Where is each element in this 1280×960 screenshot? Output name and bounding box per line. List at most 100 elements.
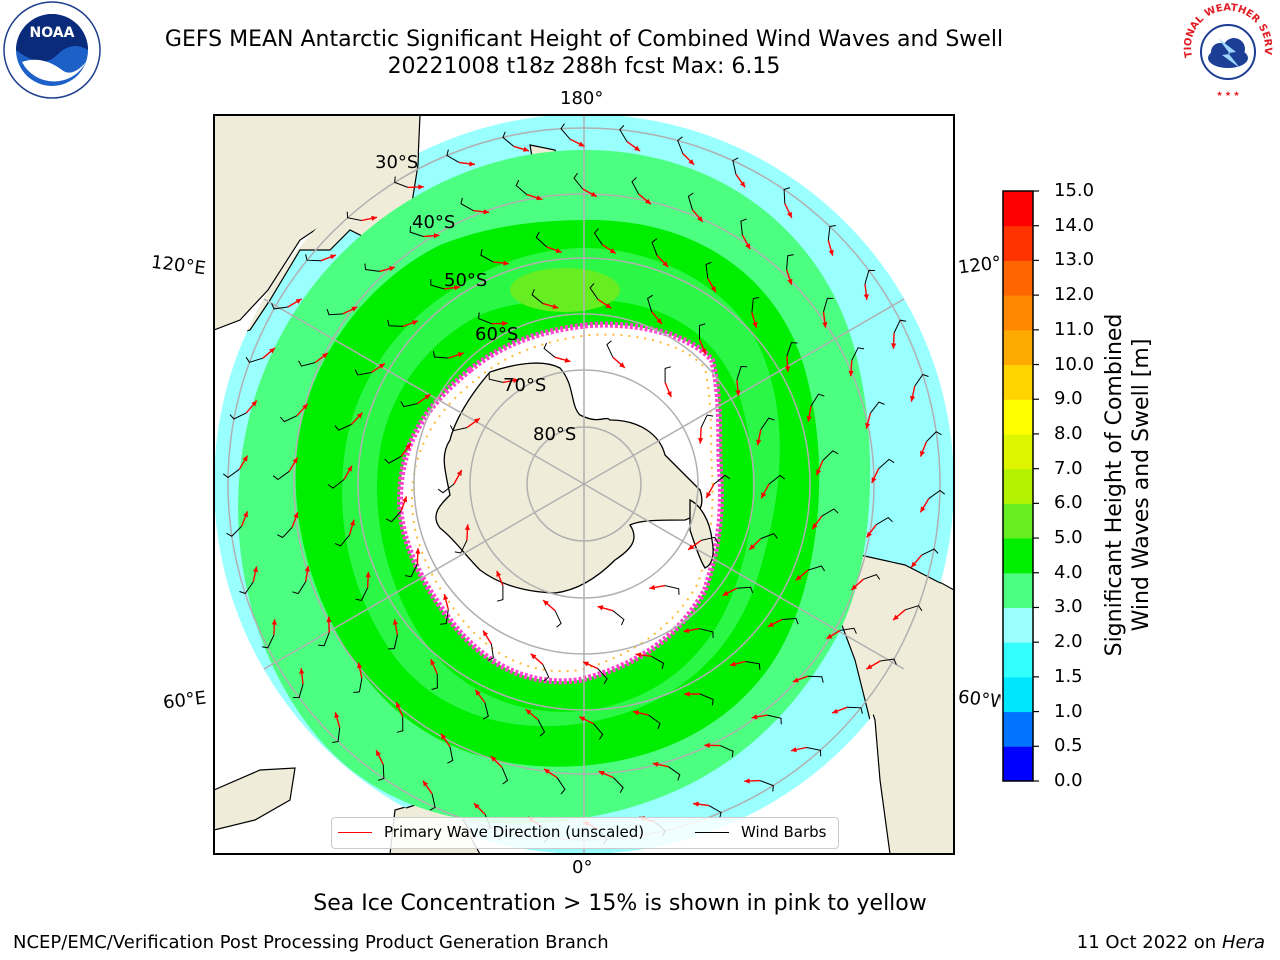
wave-arrow-head: [347, 465, 352, 472]
legend-wind-barbs: Wind Barbs: [695, 823, 826, 841]
wind-barb: [409, 226, 424, 237]
wind-barb: [736, 365, 748, 381]
wind-barb: [318, 632, 330, 647]
wind-barb: [736, 586, 754, 594]
colorbar-bin: [1003, 399, 1033, 435]
wave-arrow-head: [605, 303, 612, 309]
wind-barb: [449, 425, 468, 432]
wave-arrow-head: [555, 248, 562, 253]
wave-arrow-head: [826, 633, 833, 639]
wind-barb: [261, 634, 275, 649]
wind-barb: [378, 764, 385, 781]
wind-barb: [355, 587, 369, 601]
wave-arrow-head: [469, 161, 475, 167]
colorbar-tick-label: 14.0: [1054, 214, 1095, 236]
colorbar-tick-label: 9.0: [1054, 388, 1083, 410]
wave-arrow-head: [433, 233, 440, 239]
wind-barb: [732, 157, 739, 175]
wave-arrow-head: [866, 664, 873, 670]
wave-arrow-head: [751, 714, 758, 720]
wind-barb: [827, 225, 836, 241]
wind-barb: [668, 766, 681, 781]
lat-label-50s: 50°S: [444, 270, 488, 291]
wave-arrow-head: [652, 761, 659, 767]
wind-barb: [821, 508, 839, 517]
wave-arrow-head: [443, 594, 449, 601]
wind-barb: [631, 177, 640, 195]
wave-arrow-head: [791, 747, 797, 753]
wave-arrow-head: [454, 285, 461, 291]
wave-arrow-head: [457, 352, 464, 358]
legend-black-line: [695, 831, 729, 833]
wind-barb: [305, 254, 322, 262]
wave-arrow-head: [564, 357, 571, 363]
wind-barb: [454, 540, 468, 554]
legend-wave-label: Primary Wave Direction (unscaled): [384, 823, 645, 841]
wave-arrow-head: [389, 266, 395, 272]
wave-arrow-head: [269, 347, 275, 354]
wave-arrow-head: [710, 286, 716, 293]
wave-arrow-head: [865, 422, 871, 429]
wave-arrow-head: [697, 216, 703, 222]
wave-arrow-head: [806, 416, 812, 422]
colorbar-tick-label: 7.0: [1054, 457, 1083, 479]
wind-barb: [429, 793, 436, 811]
wind-barb: [760, 417, 775, 430]
wave-arrow-head: [322, 353, 328, 359]
lon-label-bottom: 0°: [572, 857, 593, 878]
colorbar-tick-label: 6.0: [1054, 492, 1083, 514]
wave-arrow-head: [704, 742, 710, 748]
colorbar-bin: [1003, 503, 1033, 539]
wind-barb: [664, 366, 672, 383]
colorbar-tick-label: 1.0: [1054, 700, 1083, 722]
colorbar-bin: [1003, 468, 1033, 504]
wind-barb: [612, 610, 625, 626]
wind-barb: [327, 479, 345, 489]
legend-wave-direction: Primary Wave Direction (unscaled): [338, 823, 644, 841]
wind-barb: [651, 655, 665, 670]
wave-arrow-head: [792, 677, 799, 683]
colorbar-tick-label: 10.0: [1054, 353, 1095, 375]
wave-arrow-head: [722, 590, 729, 596]
wind-barb: [394, 176, 408, 188]
wave-arrow-head: [851, 584, 858, 591]
wave-arrow-head: [828, 249, 834, 256]
wave-arrow-head: [525, 709, 532, 715]
wave-arrow-head: [530, 653, 537, 660]
wind-barb: [783, 187, 790, 204]
wave-arrow-head: [502, 320, 508, 327]
noaa-logo-text: NOAA: [30, 25, 75, 41]
wave-arrow-head: [474, 418, 480, 424]
colorbar-bin: [1003, 329, 1033, 366]
wind-barb: [384, 455, 402, 464]
wind-barb: [921, 548, 939, 556]
wind-barb: [332, 727, 341, 743]
wave-arrow-head: [326, 616, 332, 623]
wave-arrow-head: [656, 318, 662, 325]
map-frame: [213, 114, 955, 855]
wave-arrow-head: [832, 708, 838, 714]
wave-arrow-head: [396, 702, 401, 708]
wave-arrow-head: [512, 378, 519, 384]
wind-barb: [293, 683, 304, 699]
wave-arrow-head: [812, 523, 818, 530]
colorbar-bin: [1003, 225, 1033, 261]
lat-label-40s: 40°S: [412, 212, 456, 233]
wave-arrow-head: [633, 710, 639, 716]
wave-arrow-head: [292, 457, 298, 464]
wave-arrow-head: [635, 652, 642, 658]
wind-barb: [823, 297, 834, 312]
wind-barb: [905, 605, 923, 612]
wind-barb: [713, 474, 731, 485]
lat-label-70s: 70°S: [503, 375, 547, 396]
chart-subtitle: 20221008 t18z 288h fcst Max: 6.15: [387, 54, 781, 79]
wave-arrow-head: [422, 780, 429, 787]
wind-barb: [554, 610, 562, 628]
wind-barb: [782, 617, 799, 625]
legend-red-line: [338, 831, 372, 833]
wave-arrow-head: [739, 181, 746, 188]
wave-arrow-head: [795, 575, 802, 581]
wind-barb: [543, 342, 556, 358]
wind-barb: [720, 745, 734, 758]
wave-arrow-head: [464, 524, 470, 530]
